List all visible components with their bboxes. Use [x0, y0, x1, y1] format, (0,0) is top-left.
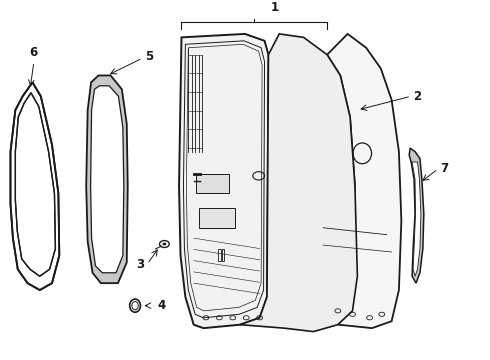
Text: 6: 6	[29, 46, 37, 59]
Polygon shape	[179, 34, 269, 328]
Polygon shape	[327, 34, 401, 328]
Polygon shape	[91, 86, 124, 273]
Text: 7: 7	[441, 162, 448, 175]
FancyBboxPatch shape	[198, 208, 235, 228]
Text: 5: 5	[145, 50, 153, 63]
Polygon shape	[409, 148, 424, 283]
Text: 3: 3	[136, 258, 144, 271]
Polygon shape	[10, 82, 59, 290]
Circle shape	[162, 243, 166, 246]
Text: 4: 4	[157, 299, 165, 312]
Polygon shape	[15, 93, 55, 276]
Text: 1: 1	[270, 1, 278, 14]
Polygon shape	[10, 82, 59, 290]
Text: 2: 2	[414, 90, 422, 103]
Polygon shape	[412, 162, 421, 276]
Polygon shape	[240, 34, 357, 332]
Polygon shape	[86, 76, 128, 283]
FancyBboxPatch shape	[196, 174, 229, 193]
